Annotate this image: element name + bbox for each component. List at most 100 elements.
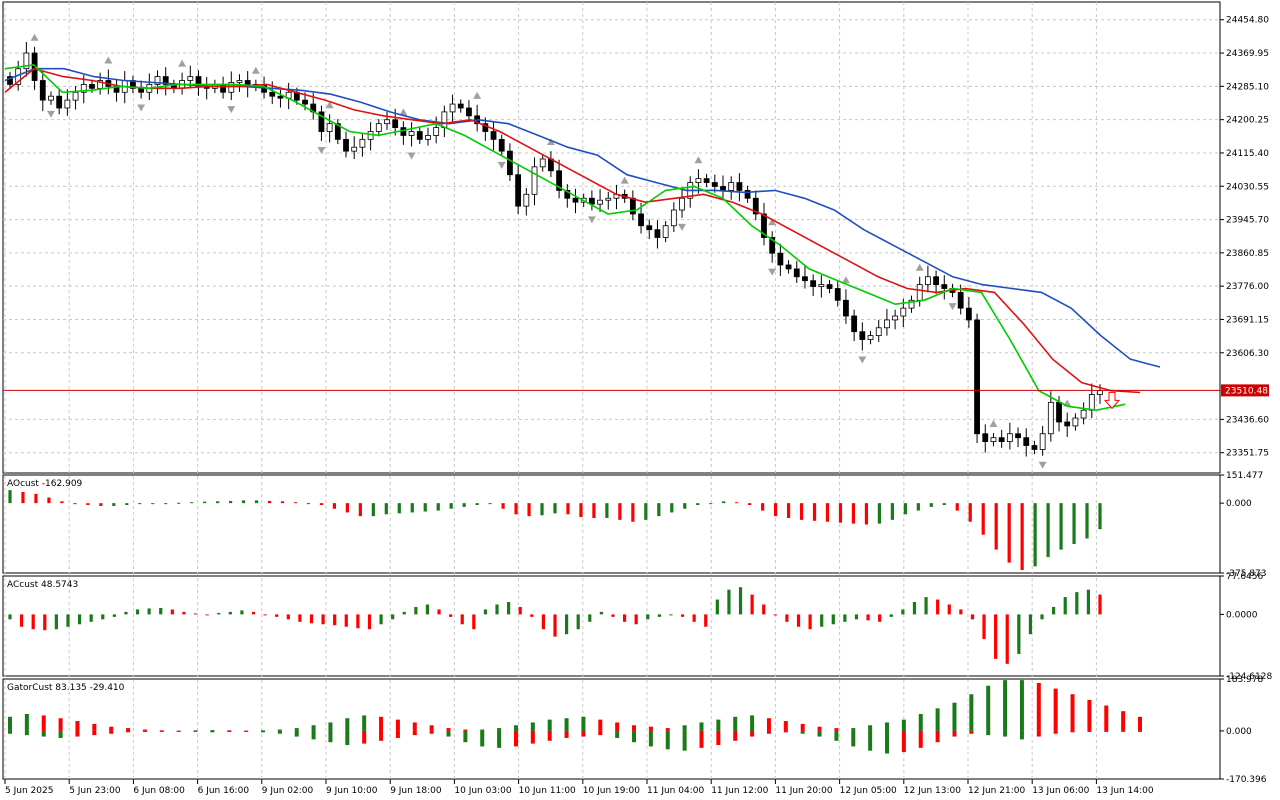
candle-body [1080, 409, 1087, 419]
histogram-bar [683, 503, 687, 509]
candle-body [72, 91, 79, 101]
histogram-bar [449, 614, 453, 617]
histogram-bar [483, 609, 488, 615]
histogram-bar [657, 614, 661, 617]
histogram-bar [588, 614, 592, 622]
candle-body [449, 103, 456, 113]
histogram-bar [808, 614, 812, 630]
histogram-bar [576, 614, 580, 630]
histogram-bar [579, 503, 583, 518]
histogram-bar [646, 614, 650, 620]
gator-upper-bar [58, 718, 63, 731]
gator-lower-bar [463, 730, 468, 743]
gator-upper-bar [716, 719, 721, 731]
y-tick-label: 24454.80 [1226, 16, 1269, 26]
gator-lower-bar [986, 730, 991, 736]
gator-lower-bar [193, 730, 198, 732]
gator-lower-bar [58, 730, 63, 738]
y-tick-label: 24030.55 [1226, 182, 1269, 192]
histogram-bar [333, 614, 337, 626]
histogram-bar [994, 614, 998, 659]
candle-body [7, 76, 13, 85]
gator-lower-bar [126, 730, 131, 733]
gator-lower-bar [817, 730, 822, 737]
candle-body [597, 199, 603, 205]
gator-lower-bar [24, 730, 29, 736]
pane-main-frame [2, 1, 1221, 474]
histogram-bar [820, 614, 824, 627]
x-tick-label: 5 Jun 2025 [5, 786, 53, 796]
gator-upper-bar [648, 726, 653, 731]
histogram-bar [696, 503, 700, 506]
candle-body [162, 76, 169, 85]
histogram-bar [1063, 597, 1067, 615]
histogram-bar [564, 614, 569, 635]
candle-body [662, 225, 669, 238]
y-tick-label: 0.000 [1226, 499, 1252, 509]
histogram-bar [901, 609, 905, 615]
gator-upper-bar [311, 725, 316, 731]
histogram-bar [735, 502, 739, 504]
fractal-up-icon [768, 218, 777, 226]
histogram-bar [275, 614, 279, 617]
gator-lower-bar [244, 730, 249, 732]
fractal-up-icon [841, 276, 850, 284]
histogram-bar [924, 597, 928, 615]
candle-body [515, 174, 522, 207]
gator-upper-bar [851, 728, 856, 731]
histogram-bar [8, 490, 12, 504]
gator-lower-bar [581, 730, 586, 737]
fractal-down-icon [948, 303, 957, 311]
y-tick-label: 24285.10 [1226, 82, 1269, 92]
fractal-up-icon [989, 419, 998, 427]
histogram-bar [8, 614, 12, 620]
x-tick-label: 11 Jun 04:00 [647, 786, 704, 796]
histogram-bar [356, 614, 360, 629]
gator-lower-bar [1138, 730, 1142, 732]
histogram-bar [970, 614, 975, 620]
histogram-bar [402, 611, 406, 615]
histogram-bar [391, 614, 395, 620]
candle-body [703, 178, 710, 183]
gator-upper-bar [362, 715, 367, 731]
histogram-bar [280, 501, 285, 504]
histogram-bar [854, 614, 859, 620]
candle-body [1064, 421, 1071, 427]
histogram-bar [77, 614, 82, 625]
gator-lower-bar [1019, 730, 1024, 740]
histogram-bar [177, 502, 181, 504]
candle-body [990, 437, 997, 442]
gator-lower-bar [1121, 730, 1126, 732]
histogram-bar [99, 503, 103, 506]
x-tick-label: 6 Jun 16:00 [198, 786, 250, 796]
gator-lower-bar [1036, 730, 1041, 737]
y-tick-label: 23436.60 [1226, 415, 1269, 425]
fractal-up-icon [399, 108, 408, 116]
y-tick-label: 23860.85 [1226, 249, 1269, 259]
histogram-bar [553, 503, 557, 514]
candle-body [785, 264, 792, 270]
histogram-bar [293, 502, 298, 504]
gator-lower-bar [1070, 730, 1075, 733]
candle-body [834, 288, 841, 301]
gator-lower-bar [345, 730, 350, 746]
gator-upper-bar [379, 716, 384, 731]
gator-upper-bar [885, 722, 890, 731]
candle-body [802, 276, 808, 282]
histogram-bar [592, 503, 596, 519]
histogram-bar [240, 610, 244, 615]
candle-body [302, 99, 308, 105]
fractal-up-icon [546, 138, 555, 146]
histogram-bar [959, 609, 963, 615]
candle-body [531, 166, 538, 195]
histogram-bar [936, 599, 940, 615]
y-tick-label: -170.396 [1226, 775, 1267, 785]
gator-lower-bar [227, 730, 232, 733]
gator-lower-bar [901, 730, 906, 753]
gator-lower-bar [530, 730, 535, 744]
candle-body [646, 225, 653, 231]
candle-body [228, 82, 235, 93]
histogram-bar [541, 614, 546, 630]
histogram-bar [228, 500, 233, 504]
